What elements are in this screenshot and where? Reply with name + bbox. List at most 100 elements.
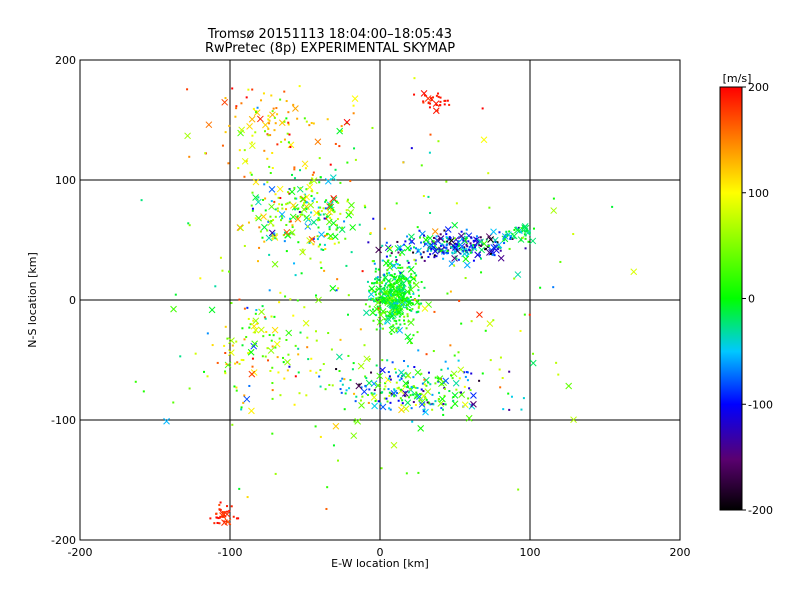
data-point-x bbox=[452, 379, 460, 387]
data-point-dot bbox=[241, 327, 244, 330]
data-point-dot bbox=[426, 401, 429, 404]
data-point-dot bbox=[257, 196, 260, 199]
data-point-x bbox=[386, 245, 394, 253]
data-point-dot bbox=[245, 96, 248, 99]
data-point-dot bbox=[327, 332, 330, 335]
data-point-dot bbox=[416, 250, 419, 253]
data-point-dot bbox=[295, 197, 298, 200]
data-point-dot bbox=[206, 332, 209, 335]
data-point-dot bbox=[402, 161, 405, 164]
data-point-dot bbox=[285, 203, 288, 206]
data-point-dot bbox=[293, 403, 296, 406]
data-point-dot bbox=[413, 277, 416, 280]
data-point-dot bbox=[513, 228, 516, 231]
data-point-dot bbox=[371, 260, 374, 263]
data-point-dot bbox=[466, 371, 469, 374]
data-point-x bbox=[257, 115, 264, 123]
data-point-x bbox=[550, 207, 558, 214]
data-point-dot bbox=[423, 408, 426, 411]
data-point-dot bbox=[252, 319, 255, 322]
data-point-dot bbox=[140, 199, 143, 202]
data-point-dot bbox=[470, 372, 473, 375]
data-point-dot bbox=[273, 200, 276, 203]
data-point-dot bbox=[470, 320, 473, 323]
data-point-dot bbox=[429, 403, 432, 406]
data-point-x bbox=[294, 215, 302, 223]
data-point-dot bbox=[339, 379, 342, 382]
data-point-dot bbox=[299, 331, 302, 334]
data-point-dot bbox=[375, 328, 378, 331]
data-point-dot bbox=[313, 197, 316, 200]
data-point-dot bbox=[445, 233, 448, 236]
data-point-dot bbox=[271, 382, 274, 385]
data-point-dot bbox=[328, 225, 331, 228]
data-point-dot bbox=[218, 522, 221, 525]
data-point-dot bbox=[552, 286, 555, 289]
data-point-dot bbox=[241, 344, 244, 347]
data-point-dot bbox=[340, 125, 343, 128]
data-point-dot bbox=[394, 371, 397, 374]
data-point-dot bbox=[364, 303, 367, 306]
data-point-dot bbox=[452, 399, 455, 402]
data-point-dot bbox=[386, 293, 389, 296]
data-point-dot bbox=[381, 244, 384, 247]
data-point-dot bbox=[240, 102, 243, 105]
data-point-dot bbox=[453, 354, 456, 357]
data-point-dot bbox=[330, 348, 333, 351]
data-point-dot bbox=[395, 322, 398, 325]
data-point-dot bbox=[397, 326, 400, 329]
data-point-dot bbox=[224, 351, 227, 354]
data-point-dot bbox=[403, 315, 406, 318]
data-point-x bbox=[417, 424, 425, 432]
data-point-x bbox=[457, 366, 465, 374]
data-point-dot bbox=[261, 355, 264, 358]
data-point-dot bbox=[440, 249, 443, 252]
data-point-x bbox=[396, 244, 404, 252]
data-point-dot bbox=[275, 107, 278, 110]
data-point-dot bbox=[337, 287, 340, 290]
data-point-dot bbox=[338, 145, 341, 148]
data-point-dot bbox=[393, 278, 396, 281]
data-point-dot bbox=[294, 197, 297, 200]
data-point-dot bbox=[406, 266, 409, 269]
data-point-dot bbox=[384, 310, 387, 313]
data-point-dot bbox=[272, 107, 275, 110]
data-point-dot bbox=[472, 239, 475, 242]
data-point-dot bbox=[422, 234, 425, 237]
data-point-dot bbox=[271, 151, 274, 154]
data-point-x bbox=[470, 392, 477, 399]
data-point-dot bbox=[238, 298, 241, 301]
data-point-dot bbox=[285, 208, 288, 211]
data-point-dot bbox=[389, 408, 392, 411]
x-tick-label: -200 bbox=[68, 546, 93, 559]
data-point-x bbox=[404, 333, 412, 341]
data-point-dot bbox=[406, 308, 409, 311]
data-point-dot bbox=[293, 177, 296, 180]
data-point-x bbox=[374, 382, 382, 389]
data-point-dot bbox=[263, 130, 266, 133]
data-point-dot bbox=[494, 241, 497, 244]
data-point-dot bbox=[432, 96, 435, 99]
data-point-dot bbox=[366, 394, 369, 397]
data-point-dot bbox=[236, 361, 239, 364]
data-point-dot bbox=[382, 300, 385, 303]
data-point-x bbox=[426, 234, 434, 242]
data-point-dot bbox=[345, 209, 348, 212]
data-point-dot bbox=[403, 243, 406, 246]
data-point-dot bbox=[430, 247, 433, 250]
data-point-dot bbox=[532, 352, 535, 355]
data-point-dot bbox=[245, 335, 248, 338]
data-point-dot bbox=[278, 337, 281, 340]
data-point-dot bbox=[472, 259, 475, 262]
data-point-dot bbox=[404, 290, 407, 293]
x-tick-label: 100 bbox=[520, 546, 541, 559]
data-point-x bbox=[404, 399, 412, 407]
data-point-dot bbox=[276, 113, 279, 116]
data-point-dot bbox=[276, 143, 279, 146]
data-point-dot bbox=[485, 247, 488, 250]
data-point-dot bbox=[429, 133, 432, 136]
data-point-dot bbox=[389, 294, 392, 297]
data-point-dot bbox=[249, 351, 252, 354]
data-point-dot bbox=[301, 248, 304, 251]
